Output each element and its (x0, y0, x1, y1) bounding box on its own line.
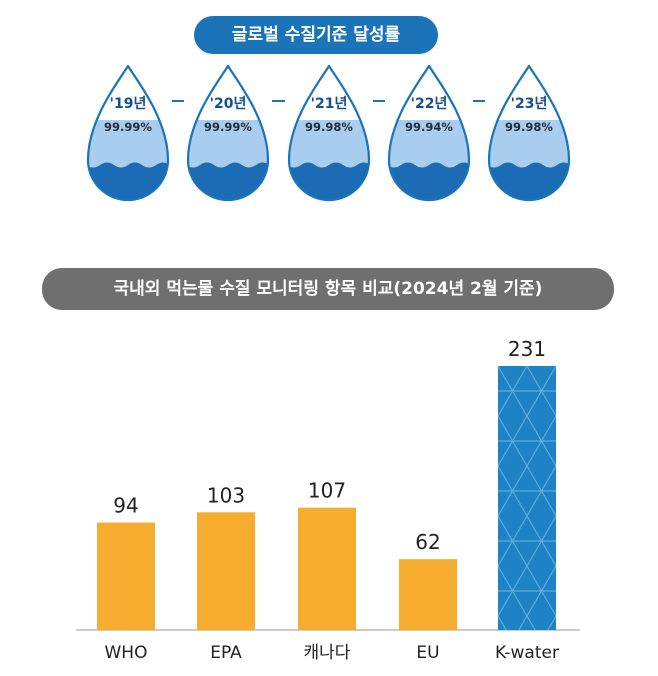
drop-percent-value: 99.99% (204, 120, 252, 134)
category-tick-label: K-water (495, 643, 559, 663)
drop-percent-value: 99.98% (305, 120, 353, 134)
bar-value-label: 107 (308, 479, 346, 503)
bar-value-label: 62 (415, 530, 440, 554)
chart-bar (197, 512, 255, 630)
drop-year-label: '20년 (210, 96, 247, 112)
category-tick-label: 캐나다 (304, 643, 351, 663)
water-drop: '23년 99.98% (487, 64, 571, 202)
water-drops-panel: '19년 99.99% '20년 99.99% '21년 99.98% '22년 99.94%… (86, 64, 571, 202)
category-tick-label: WHO (105, 643, 148, 663)
chart-title: 국내외 먹는물 수질 모니터링 항목 비교(2024년 2월 기준) (42, 268, 614, 310)
bar-value-label: 231 (508, 337, 546, 361)
drop-year-label: '22년 (411, 96, 448, 112)
drop-percent-value: 99.94% (405, 120, 453, 134)
drop-percent-value: 99.98% (505, 120, 553, 134)
drop-year-label: '23년 (511, 96, 548, 112)
drop-year-label: '21년 (311, 96, 348, 112)
bar-value-label: 103 (207, 483, 245, 507)
water-drop: '20년 99.99% (186, 64, 270, 202)
chart-bar (97, 522, 155, 630)
achievement-title: 글로벌 수질기준 달성률 (194, 16, 438, 54)
water-drop: '21년 99.98% (287, 64, 371, 202)
chart-bar (399, 559, 457, 630)
water-drop: '22년 99.94% (387, 64, 471, 202)
chart-bar (298, 507, 356, 630)
drop-year-label: '19년 (110, 96, 147, 112)
drop-percent-value: 99.99% (104, 120, 152, 134)
category-tick-label: EPA (210, 643, 242, 663)
bar-k-water (498, 366, 556, 630)
water-drop: '19년 99.99% (86, 64, 170, 202)
category-tick-label: EU (416, 643, 439, 663)
bar-value-label: 94 (113, 494, 138, 518)
